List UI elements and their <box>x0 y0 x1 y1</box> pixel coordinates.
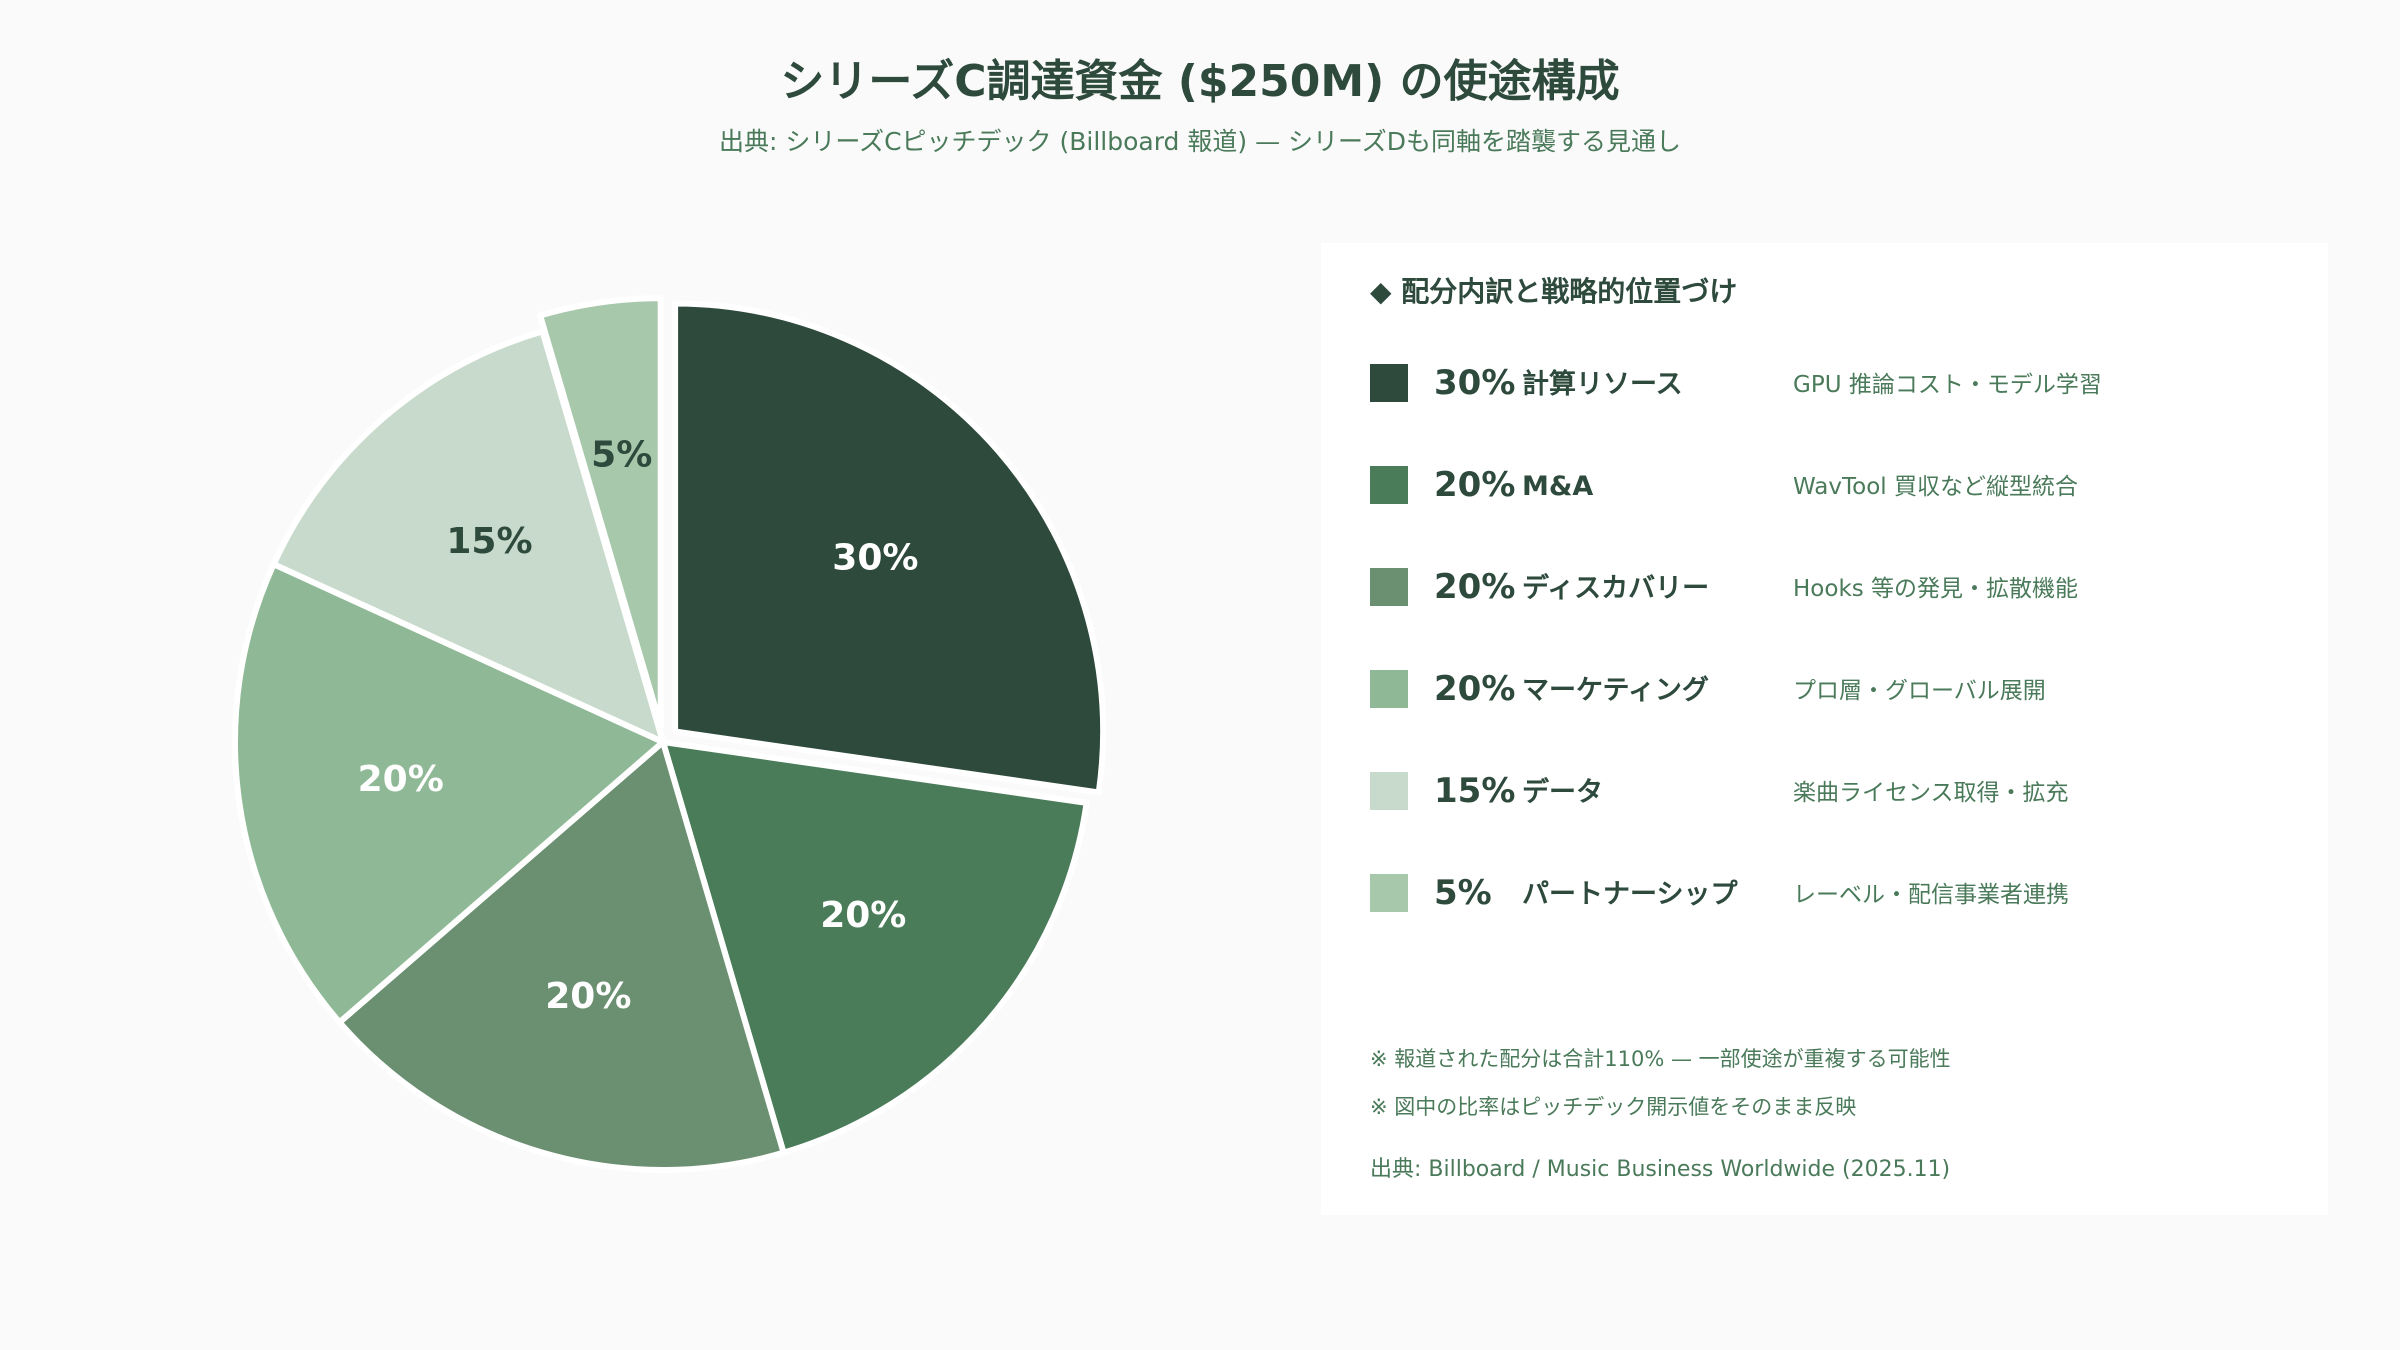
pie-slice-compute <box>672 300 1107 796</box>
legend-item-marketing: 20% マーケティング プロ層・グローバル展開 <box>1370 669 2310 709</box>
legend-swatch <box>1370 466 1408 504</box>
pie-data-label-ma: 20% <box>820 895 906 936</box>
chart-subtitle: 出典: シリーズCピッチデック (Billboard 報道) — シリーズDも同… <box>718 127 1682 156</box>
chart-title: シリーズC調達資金 ($250M) の使途構成 <box>780 56 1620 107</box>
pie-data-label-compute: 30% <box>832 537 918 578</box>
legend-description: GPU 推論コスト・モデル学習 <box>1793 372 2102 398</box>
pie-chart: 30% 20% 20% 20% 15% 5% <box>232 295 1107 1173</box>
legend-item-discovery: 20% ディスカバリー Hooks 等の発見・拡散機能 <box>1370 567 2310 607</box>
pie-slice-ma <box>660 739 1090 1156</box>
legend-percent: 20% <box>1434 465 1516 505</box>
pie-data-label-data: 15% <box>446 521 532 562</box>
legend-swatch <box>1370 568 1408 606</box>
pie-data-label-marketing: 20% <box>358 759 444 800</box>
pie-data-label-discovery: 20% <box>545 976 631 1017</box>
source-note: 出典: Billboard / Music Business Worldwide… <box>1370 1157 1951 1182</box>
footnote: ※ 図中の比率はピッチデック開示値をそのまま反映 <box>1370 1095 1857 1119</box>
legend-percent: 15% <box>1434 771 1516 811</box>
legend-swatch <box>1370 670 1408 708</box>
legend-description: レーベル・配信事業者連携 <box>1793 882 2069 908</box>
legend-percent: 20% <box>1434 567 1516 607</box>
pie-slice-partnership <box>537 295 664 730</box>
legend-swatch <box>1370 772 1408 810</box>
legend-percent: 20% <box>1434 669 1516 709</box>
legend-percent: 5% <box>1434 873 1492 913</box>
legend-label: パートナーシップ <box>1522 879 1738 910</box>
legend-label: データ <box>1522 777 1603 808</box>
legend-item-compute: 30% 計算リソース GPU 推論コスト・モデル学習 <box>1370 363 2310 403</box>
legend-item-ma: 20% M&A WavTool 買収など縦型統合 <box>1370 465 2310 505</box>
footnote: ※ 報道された配分は合計110% — 一部使途が重複する可能性 <box>1370 1047 1951 1071</box>
legend-label: マーケティング <box>1522 675 1709 706</box>
legend-label: M&A <box>1522 471 1594 502</box>
legend-description: Hooks 等の発見・拡散機能 <box>1793 576 2079 602</box>
legend-swatch <box>1370 874 1408 912</box>
legend-panel: ◆ 配分内訳と戦略的位置づけ 30% 計算リソース GPU 推論コスト・モデル学… <box>1321 243 2328 1215</box>
legend-label: 計算リソース <box>1522 369 1683 400</box>
legend-label: ディスカバリー <box>1522 573 1710 604</box>
legend-item-data: 15% データ 楽曲ライセンス取得・拡充 <box>1370 771 2310 811</box>
legend-description: 楽曲ライセンス取得・拡充 <box>1793 780 2069 806</box>
legend-description: プロ層・グローバル展開 <box>1793 678 2046 704</box>
pie-slice-marketing <box>232 561 666 1026</box>
legend-percent: 30% <box>1434 363 1516 403</box>
legend-description: WavTool 買収など縦型統合 <box>1793 474 2078 500</box>
legend-swatch <box>1370 364 1408 402</box>
legend-item-partnership: 5% パートナーシップ レーベル・配信事業者連携 <box>1370 873 2310 913</box>
legend-heading: ◆ 配分内訳と戦略的位置づけ <box>1370 275 1738 308</box>
pie-slice-discovery <box>336 739 787 1173</box>
pie-data-label-partnership: 5% <box>591 435 652 476</box>
pie-slice-data <box>270 328 666 745</box>
